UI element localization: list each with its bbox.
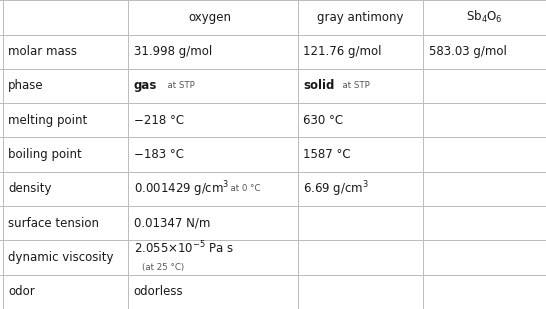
Text: solid: solid	[303, 79, 334, 92]
Text: boiling point: boiling point	[8, 148, 82, 161]
Text: (at 25 °C): (at 25 °C)	[142, 263, 184, 272]
Text: 0.01347 N/m: 0.01347 N/m	[134, 217, 210, 230]
Text: at STP: at STP	[337, 81, 370, 90]
Text: 0.001429 g/cm$^3$: 0.001429 g/cm$^3$	[134, 179, 229, 199]
Text: 630 °C: 630 °C	[303, 113, 343, 127]
Text: 1587 °C: 1587 °C	[303, 148, 351, 161]
Text: −183 °C: −183 °C	[134, 148, 184, 161]
Text: 31.998 g/mol: 31.998 g/mol	[134, 45, 212, 58]
Text: 121.76 g/mol: 121.76 g/mol	[303, 45, 382, 58]
Text: oxygen: oxygen	[189, 11, 232, 24]
Text: melting point: melting point	[8, 113, 87, 127]
Text: odorless: odorless	[134, 285, 183, 298]
Text: density: density	[8, 182, 52, 196]
Text: molar mass: molar mass	[8, 45, 77, 58]
Text: −218 °C: −218 °C	[134, 113, 184, 127]
Text: at 0 °C: at 0 °C	[225, 184, 261, 193]
Text: odor: odor	[8, 285, 35, 298]
Text: 2.055×10$^{-5}$ Pa s: 2.055×10$^{-5}$ Pa s	[134, 239, 234, 256]
Text: Sb$_4$O$_6$: Sb$_4$O$_6$	[466, 9, 503, 25]
Text: 6.69 g/cm$^3$: 6.69 g/cm$^3$	[303, 179, 369, 199]
Text: gray antimony: gray antimony	[317, 11, 403, 24]
Text: gas: gas	[134, 79, 157, 92]
Text: surface tension: surface tension	[8, 217, 99, 230]
Text: dynamic viscosity: dynamic viscosity	[8, 251, 114, 264]
Text: at STP: at STP	[162, 81, 195, 90]
Text: phase: phase	[8, 79, 44, 92]
Text: 583.03 g/mol: 583.03 g/mol	[429, 45, 507, 58]
